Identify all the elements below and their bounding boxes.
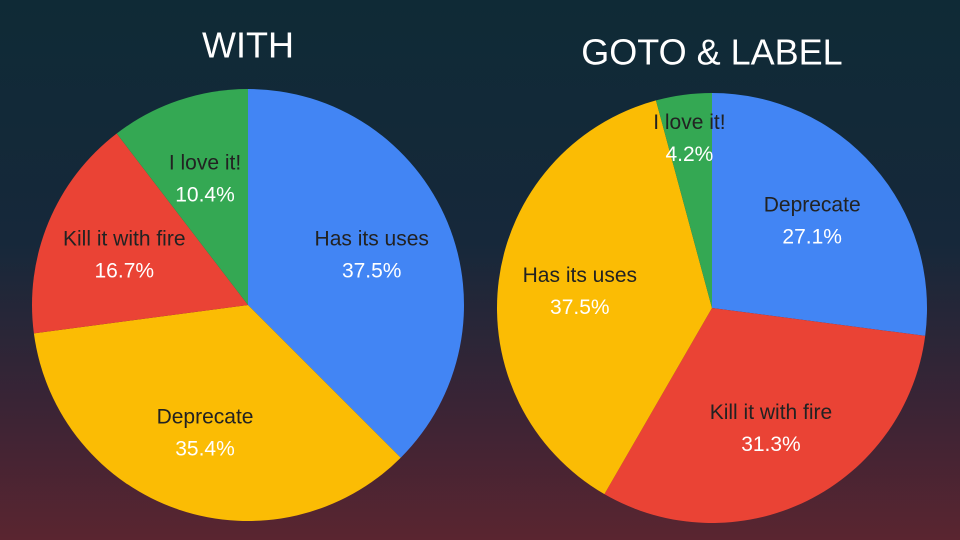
pie-slice <box>248 89 464 458</box>
slice-value-label: 4.2% <box>665 143 713 166</box>
slice-label: Has its uses <box>523 264 637 287</box>
pie-slice <box>604 308 926 523</box>
chart-title: WITH <box>202 25 294 66</box>
slice-value-label: 37.5% <box>342 259 402 282</box>
slice-value-label: 31.3% <box>741 433 801 456</box>
slice-value-label: 37.5% <box>550 296 610 319</box>
slice-value-label: 27.1% <box>782 226 842 249</box>
pie-slice <box>655 93 712 308</box>
slice-value-label: 16.7% <box>95 259 155 282</box>
chart-title: GOTO & LABEL <box>581 32 842 73</box>
slice-label: Has its uses <box>315 227 429 250</box>
slice-label: I love it! <box>169 152 241 175</box>
pie-slice <box>116 89 248 305</box>
pie-slice <box>31 133 248 334</box>
slice-value-label: 35.4% <box>175 437 235 460</box>
slice-label: Deprecate <box>157 405 254 428</box>
slice-label: Kill it with fire <box>710 401 833 424</box>
slice-label: Kill it with fire <box>63 227 186 250</box>
slice-label: I love it! <box>653 111 725 134</box>
pie-slice <box>33 305 401 521</box>
pie-slice <box>497 100 712 495</box>
slice-label: Deprecate <box>764 194 861 217</box>
pie-slice <box>712 93 927 336</box>
slice-value-label: 10.4% <box>175 184 235 207</box>
